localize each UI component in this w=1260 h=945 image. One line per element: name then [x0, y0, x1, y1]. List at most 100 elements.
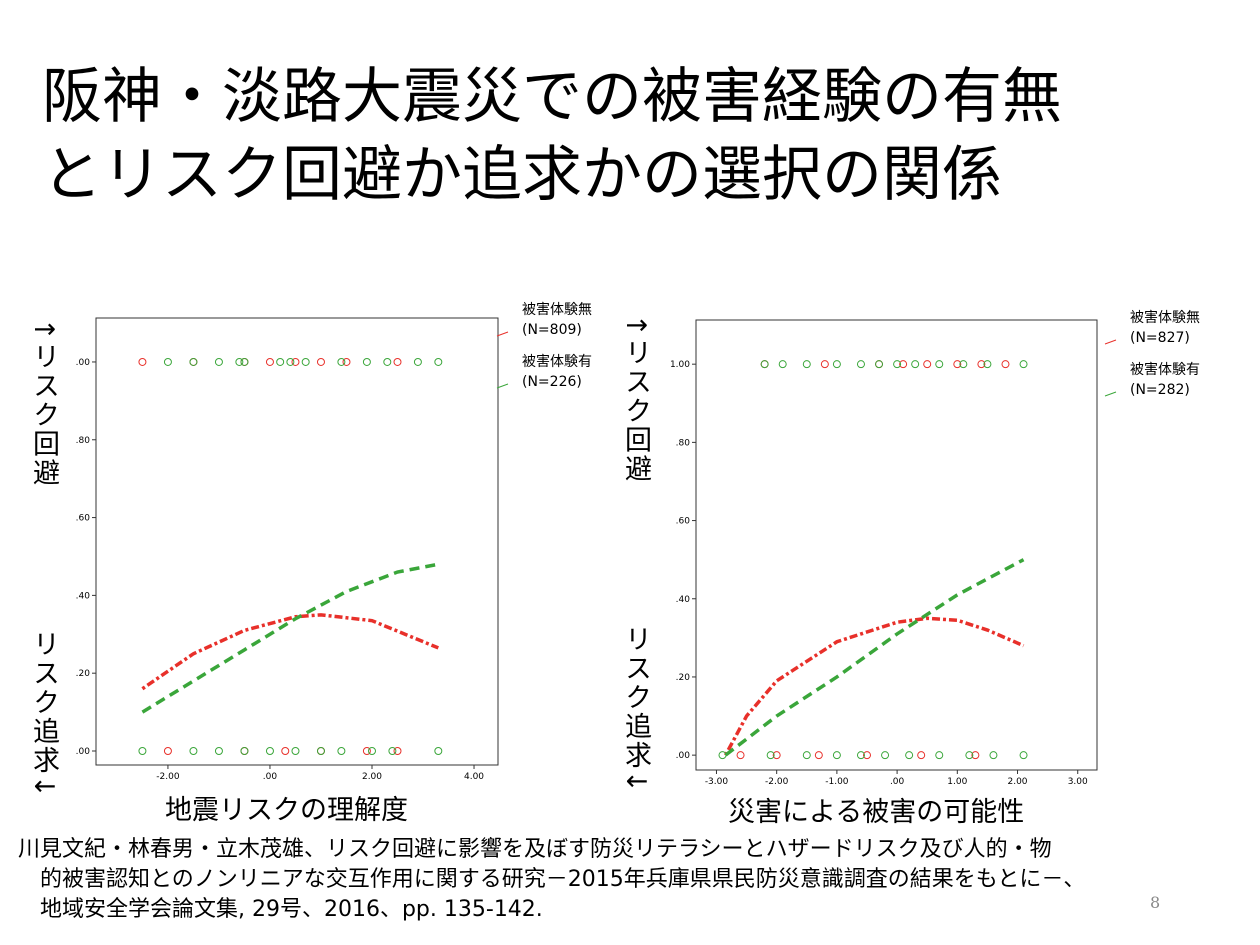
- y-tick-label: .00: [76, 358, 91, 368]
- point: [291, 357, 300, 366]
- point: [316, 746, 325, 755]
- x-axis-title: 災害による被害の可能性: [728, 797, 1025, 828]
- point: [240, 357, 249, 366]
- point: [337, 746, 346, 755]
- point: [413, 357, 422, 366]
- y-tick-label: .40: [676, 595, 691, 605]
- legend-label: 被害体験無(N=809): [522, 302, 592, 338]
- point: [917, 751, 926, 760]
- point: [265, 746, 274, 755]
- x-tick-label: -2.00: [765, 777, 789, 787]
- point: [935, 751, 944, 760]
- point: [265, 357, 274, 366]
- point: [189, 357, 198, 366]
- point: [1001, 360, 1010, 369]
- citation-line: 川見文紀・林春男・立木茂雄、リスク回避に影響を及ぼす防災リテラシーとハザードリス…: [18, 837, 1052, 862]
- side-label: リスク追求↓: [620, 625, 651, 795]
- legend-swatch: [1104, 391, 1117, 397]
- point: [832, 751, 841, 760]
- point: [862, 751, 871, 760]
- point: [214, 357, 223, 366]
- point: [881, 751, 890, 760]
- x-tick-label: 2.00: [362, 772, 382, 782]
- y-tick-label: .00: [76, 747, 91, 757]
- point: [342, 357, 351, 366]
- point: [905, 751, 914, 760]
- point: [760, 360, 769, 369]
- y-tick-label: .60: [676, 517, 691, 527]
- point: [802, 360, 811, 369]
- point: [772, 751, 781, 760]
- fit-line: [141, 562, 439, 714]
- page-number: 8: [1150, 893, 1161, 912]
- point: [281, 746, 290, 755]
- point: [388, 746, 397, 755]
- point: [911, 360, 920, 369]
- x-tick-label: 3.00: [1068, 777, 1088, 787]
- point: [923, 360, 932, 369]
- point: [189, 746, 198, 755]
- point: [832, 360, 841, 369]
- y-tick-label: 1.00: [670, 360, 690, 370]
- point: [362, 357, 371, 366]
- y-tick-label: .20: [676, 673, 691, 683]
- point: [971, 751, 980, 760]
- point: [291, 746, 300, 755]
- point: [893, 360, 902, 369]
- slide-title: 阪神・淡路大震災での被害経験の有無 とリスク回避か追求かの選択の関係: [42, 58, 1062, 214]
- point: [393, 746, 402, 755]
- point: [856, 360, 865, 369]
- legend-swatch: [496, 331, 509, 337]
- x-tick-label: .00: [263, 772, 278, 782]
- y-tick-label: .00: [676, 751, 691, 761]
- point: [163, 746, 172, 755]
- point: [736, 751, 745, 760]
- x-tick-label: 1.00: [947, 777, 967, 787]
- x-tick-label: .00: [890, 777, 905, 787]
- point: [1019, 751, 1028, 760]
- y-tick-label: .40: [76, 591, 91, 601]
- point: [856, 751, 865, 760]
- point: [935, 360, 944, 369]
- point: [977, 360, 986, 369]
- point: [337, 357, 346, 366]
- point: [276, 357, 285, 366]
- y-tick-label: .80: [76, 436, 91, 446]
- legend-label: 被害体験有(N=282): [1130, 362, 1200, 398]
- point: [367, 746, 376, 755]
- point: [316, 357, 325, 366]
- point: [959, 360, 968, 369]
- point: [778, 360, 787, 369]
- point: [393, 357, 402, 366]
- citation-line: 地域安全学会論文集, 29号、2016、pp. 135-142.: [40, 897, 543, 922]
- point: [802, 751, 811, 760]
- y-tick-label: .20: [76, 669, 91, 679]
- fit-line: [723, 616, 1025, 756]
- legend-label: 被害体験有(N=226): [522, 354, 592, 390]
- side-label: ↑リスク回避: [620, 314, 651, 484]
- x-tick-label: -3.00: [705, 777, 729, 787]
- point: [766, 751, 775, 760]
- point: [983, 360, 992, 369]
- citation-line: 的被害認知とのノンリニアな交互作用に関する研究－2015年兵庫県県民防災意識調査…: [40, 867, 1086, 892]
- title-line: とリスク回避か追求かの選択の関係: [42, 140, 1002, 210]
- point: [434, 357, 443, 366]
- point: [138, 746, 147, 755]
- fit-line: [724, 558, 1025, 757]
- point: [814, 751, 823, 760]
- x-tick-label: -1.00: [825, 777, 849, 787]
- y-tick-label: .80: [676, 438, 691, 448]
- x-tick-label: -2.00: [156, 772, 180, 782]
- point: [899, 360, 908, 369]
- point: [362, 746, 371, 755]
- point: [953, 360, 962, 369]
- point: [875, 360, 884, 369]
- side-label: ↑リスク回避: [28, 318, 59, 488]
- x-tick-label: 4.00: [464, 772, 484, 782]
- citation: 川見文紀・林春男・立木茂雄、リスク回避に影響を及ぼす防災リテラシーとハザードリス…: [18, 835, 1085, 925]
- side-label: リスク追求↓: [28, 630, 59, 800]
- point: [301, 357, 310, 366]
- legend-label: 被害体験無(N=827): [1130, 310, 1200, 346]
